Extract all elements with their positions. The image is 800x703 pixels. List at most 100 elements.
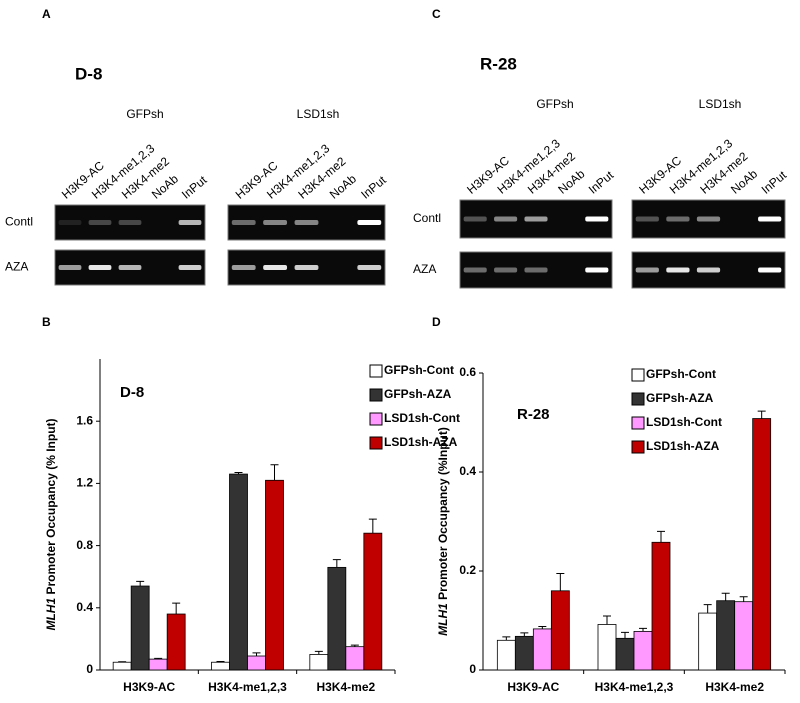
panel-letter: C xyxy=(432,7,441,21)
error-bar xyxy=(757,410,766,419)
bar xyxy=(229,473,248,671)
group-label: GFPsh xyxy=(536,97,573,111)
panel-letter: D xyxy=(432,315,441,329)
y-tick-label: 1.6 xyxy=(76,413,93,427)
lane-label: InPut xyxy=(179,173,210,202)
y-tick-label: 0.8 xyxy=(76,538,93,552)
bar xyxy=(265,479,284,671)
lane-label: InPut xyxy=(586,168,617,197)
gel-band xyxy=(294,265,319,270)
group-label: LSD1sh xyxy=(699,97,742,111)
x-tick-label: H3K4-me1,2,3 xyxy=(595,680,674,694)
gel-band xyxy=(524,267,548,273)
bar xyxy=(211,661,230,671)
y-tick-label: 0.4 xyxy=(76,600,93,614)
gel-band xyxy=(635,216,659,222)
gel-band xyxy=(231,220,256,225)
bar xyxy=(698,612,718,671)
legend-swatch xyxy=(369,412,383,426)
gel-band xyxy=(178,265,202,270)
gel-band xyxy=(294,220,319,225)
error-bar xyxy=(350,644,359,647)
bar xyxy=(615,637,635,671)
legend-label: LSD1sh-Cont xyxy=(646,415,722,429)
error-bar xyxy=(721,592,730,601)
y-axis-text: Promoter Occupancy (%Input) xyxy=(436,427,450,600)
panel-letter: A xyxy=(42,7,51,21)
bar xyxy=(148,658,168,671)
gel-band xyxy=(463,267,487,273)
error-bar xyxy=(332,559,341,568)
error-bar xyxy=(739,596,748,602)
bar xyxy=(345,646,365,671)
legend-label: LSD1sh-AZA xyxy=(646,439,720,453)
legend-label: GFPsh-AZA xyxy=(384,387,452,401)
error-bar xyxy=(520,632,529,637)
gel-band xyxy=(88,265,112,270)
error-bar xyxy=(657,530,665,543)
legend-swatch xyxy=(369,364,383,378)
error-bar xyxy=(368,518,377,534)
legend-label: GFPsh-Cont xyxy=(646,367,716,381)
bar xyxy=(514,635,534,671)
bar xyxy=(130,585,150,671)
error-bar xyxy=(270,464,279,481)
bar xyxy=(247,655,266,671)
gel-band xyxy=(463,216,487,222)
gel-band xyxy=(524,216,548,222)
gel-band xyxy=(263,265,288,270)
gel-band xyxy=(357,265,382,270)
error-bar xyxy=(621,631,629,639)
gel-title: R-28 xyxy=(480,54,517,73)
y-tick-label: 1.2 xyxy=(76,476,93,490)
gel-title: D-8 xyxy=(75,64,102,83)
gel-band xyxy=(494,267,518,273)
bar xyxy=(327,566,347,671)
bar xyxy=(112,661,132,671)
error-bar xyxy=(216,660,225,663)
legend-label: LSD1sh-AZA xyxy=(384,435,458,449)
error-bar xyxy=(252,652,261,657)
gel-band xyxy=(585,267,609,273)
y-tick-label: 0 xyxy=(86,662,93,676)
error-bar xyxy=(603,615,611,625)
y-axis-label: MLH1 Promoter Occupancy (% Input) xyxy=(44,418,58,630)
gel-band xyxy=(585,216,609,222)
bar xyxy=(166,613,186,671)
y-tick-label: 0.4 xyxy=(459,464,476,478)
bar xyxy=(309,654,329,671)
row-label: AZA xyxy=(413,262,436,276)
error-bar xyxy=(314,650,323,655)
error-bar xyxy=(556,572,565,591)
gel-band xyxy=(758,267,782,273)
legend-label: GFPsh-AZA xyxy=(646,391,714,405)
gel-band xyxy=(118,220,142,225)
bar xyxy=(716,600,736,671)
gel-band xyxy=(58,220,82,225)
error-bar xyxy=(703,604,712,614)
gel-band xyxy=(357,220,382,225)
legend-swatch xyxy=(631,440,645,454)
legend-swatch xyxy=(631,368,645,382)
y-axis-gene: MLH1 xyxy=(436,603,450,636)
x-tick-label: H3K4-me1,2,3 xyxy=(208,680,287,694)
gel-band xyxy=(494,216,518,222)
bar xyxy=(363,532,383,671)
gel-band xyxy=(666,216,690,222)
y-axis-text: Promoter Occupancy (% Input) xyxy=(44,418,58,594)
bar xyxy=(633,630,653,671)
chart-title: D-8 xyxy=(120,384,144,401)
y-tick-label: 0.2 xyxy=(459,563,476,577)
gel-band xyxy=(666,267,690,273)
gel-band xyxy=(696,216,721,222)
gel-band xyxy=(696,267,721,273)
bar xyxy=(734,601,754,671)
error-bar xyxy=(234,472,243,475)
row-label: Contl xyxy=(5,215,33,229)
gel-band xyxy=(758,216,782,222)
bar xyxy=(496,639,516,671)
bar xyxy=(550,590,570,671)
error-bar xyxy=(154,657,163,660)
group-label: GFPsh xyxy=(126,107,163,121)
